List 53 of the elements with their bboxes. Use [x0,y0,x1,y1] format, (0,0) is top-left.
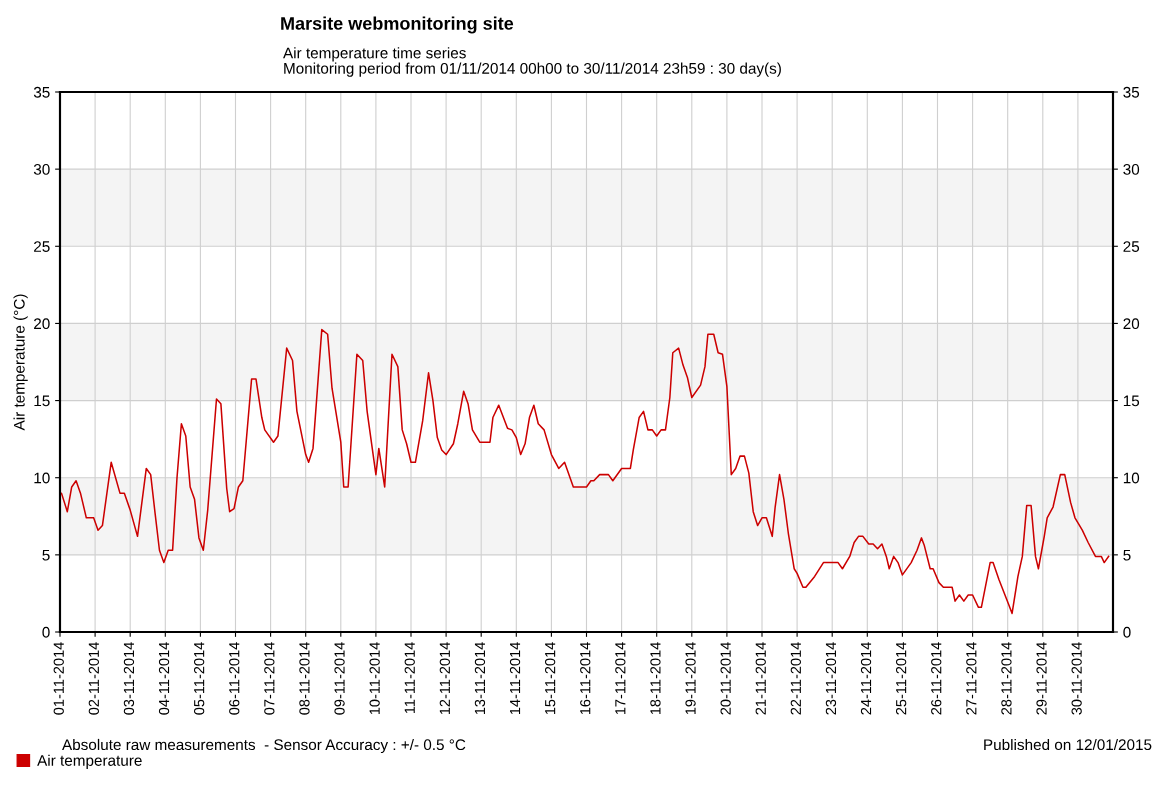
x-tick-label: 13-11-2014 [474,642,486,715]
x-tick-label: 26-11-2014 [931,642,942,715]
y-tick-label: 15 [34,395,50,407]
x-tick-label: 11-11-2014 [404,642,415,714]
y-tick-label: 10 [34,472,50,484]
y2-tick-label: 0 [1123,626,1131,638]
text: Published on 12/01/2015 [984,738,1152,751]
x-tick-label: 25-11-2014 [895,642,907,715]
chart-title: Marsite webmonitoring site [281,16,514,34]
x-tick-label: 20-11-2014 [720,642,731,715]
y2-tick-label: 30 [1123,164,1140,175]
x-tick-label: 28-11-2014 [1001,642,1012,715]
line-series [60,328,1110,615]
x-tick-label: 21-11-2014 [755,642,766,715]
x-tick-label: 12-11-2014 [439,642,451,715]
x-tick-label: 03-11-2014 [123,642,135,715]
x-tick-label: 01-11-2014 [53,642,64,715]
y-tick-label: 25 [34,241,50,252]
chart-subtitle: Air temperature time series Monitoring period from 01/11/2014 00h00 to 30/11/2014 23h59 : 30 day(s) [283,47,781,77]
x-tick-label: 27-11-2014 [966,642,977,715]
x-tick-label: 30-11-2014 [1071,642,1082,715]
x-tick-label: 10-11-2014 [369,642,380,715]
x-tick-label: 19-11-2014 [685,642,696,715]
y2-tick-label: 15 [1123,395,1140,407]
x-tick-label: 05-11-2014 [193,642,205,715]
y2-tick-label: 10 [1123,472,1140,484]
y-axis-title: Air temperature (°C) [13,294,28,431]
x-tick-label: 23-11-2014 [825,642,837,715]
x-tick-label: 14-11-2014 [509,642,521,715]
x-tick-label: 07-11-2014 [264,642,275,715]
x-tick-label: 22-11-2014 [790,642,802,715]
x-tick-label: 09-11-2014 [334,642,345,715]
y2-tick-label: 5 [1123,549,1131,561]
x-tick-label: 24-11-2014 [860,642,872,715]
x-tick-label: 16-11-2014 [580,642,591,715]
y2-tick-label: 20 [1123,318,1140,330]
x-tick-label: 04-11-2014 [158,642,170,715]
y-tick-label: 30 [33,164,50,175]
x-tick-label: 02-11-2014 [88,642,100,715]
text: Absolute raw measurements - Sensor Accuracy : +/- 0.5 °C [62,738,466,754]
x-tick-label: 06-11-2014 [229,642,240,715]
y-tick-label: 20 [34,318,50,330]
legend-label: Air temperature [37,754,142,769]
x-tick-label: 15-11-2014 [544,642,556,715]
x-tick-label: 18-11-2014 [650,642,661,715]
y-tick-label: 0 [42,626,50,638]
x-tick-label: 08-11-2014 [299,642,310,715]
y2-tick-label: 25 [1123,241,1140,252]
y2-tick-label: 35 [1123,86,1140,98]
y-tick-label: 5 [42,549,50,561]
x-tick-label: 29-11-2014 [1036,642,1047,715]
y-tick-label: 35 [33,86,50,98]
x-tick-label: 17-11-2014 [615,642,626,715]
